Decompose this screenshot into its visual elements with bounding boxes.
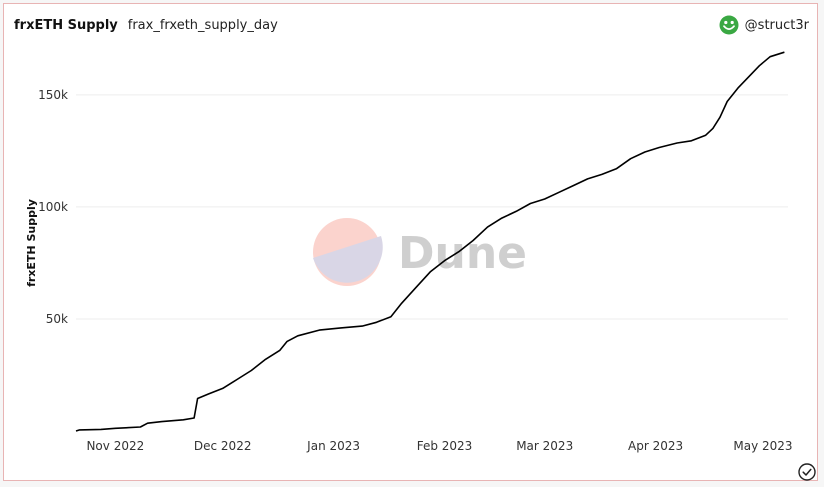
chart-title: frxETH Supply [14, 17, 118, 33]
gridlines [76, 94, 788, 320]
smiley-avatar-icon [719, 15, 739, 35]
x-tick-label: Feb 2023 [417, 439, 473, 453]
x-tick-label: Mar 2023 [516, 439, 573, 453]
y-axis-label: frxETH Supply [25, 199, 38, 287]
query-name-link[interactable]: frax_frxeth_supply_day [127, 17, 278, 33]
chart-card: frxETH Supply frax_frxeth_supply_day @st… [3, 3, 818, 481]
watermark-text: Dune [398, 228, 527, 279]
x-axis-ticks: Nov 2022 Dec 2022 Jan 2023 Feb 2023 Mar 2023… [86, 439, 792, 453]
chart-header: frxETH Supply frax_frxeth_supply_day @st… [14, 14, 809, 36]
x-tick-label: Nov 2022 [86, 439, 144, 453]
x-tick-label: May 2023 [733, 439, 792, 453]
y-tick-label: 100k [38, 200, 68, 214]
author-name: @struct3r [744, 17, 809, 33]
y-tick-label: 50k [46, 312, 68, 326]
y-tick-label: 150k [38, 88, 68, 102]
y-axis-ticks: 50k 100k 150k [38, 88, 68, 326]
check-circle-icon[interactable] [798, 463, 816, 481]
watermark-logo-lower-icon [313, 236, 383, 283]
x-tick-label: Jan 2023 [306, 439, 360, 453]
dune-watermark: Dune [313, 218, 527, 286]
x-tick-label: Apr 2023 [628, 439, 683, 453]
author-link[interactable]: @struct3r [719, 15, 809, 35]
x-tick-label: Dec 2022 [194, 439, 252, 453]
series-line [75, 51, 785, 432]
